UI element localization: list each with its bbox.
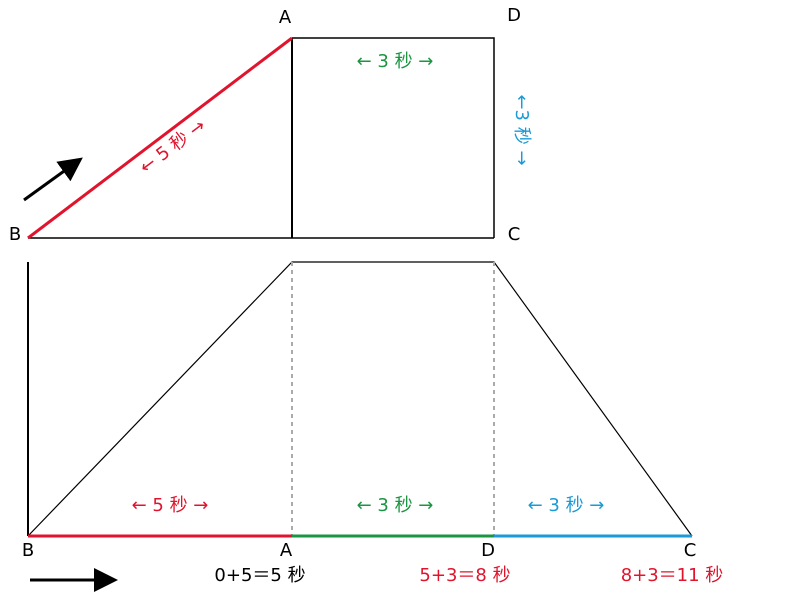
vertex-label: D <box>507 5 521 26</box>
vertex-label: C <box>508 224 521 245</box>
vertex-label: B <box>22 540 34 561</box>
segment-label: ← 3 秒 → <box>357 51 434 72</box>
rect-edge <box>292 37 495 238</box>
time-label: 8+3＝11 秒 <box>621 565 724 586</box>
time-label: 5+3＝8 秒 <box>419 565 510 586</box>
vertex-label: B <box>9 224 21 245</box>
top-figure: A D B C ← 5 秒 → ← 3 秒 → ←3 秒 → <box>9 5 532 245</box>
segment-label: ← 3 秒 → <box>528 495 605 516</box>
vertex-label: C <box>684 540 697 561</box>
vertex-label: D <box>481 540 495 561</box>
bottom-figure: B A D C ← 5 秒 → ← 3 秒 → ← 3 秒 → 0+5＝5 秒 … <box>22 261 724 592</box>
vertex-label: A <box>279 7 292 28</box>
trapezoid <box>27 261 693 537</box>
segment-label: ←3 秒 → <box>511 94 532 165</box>
direction-arrow <box>23 157 83 202</box>
time-label: 0+5＝5 秒 <box>214 565 305 586</box>
slope-line <box>27 36 293 240</box>
segment-label: ← 3 秒 → <box>357 495 434 516</box>
vertex-label: A <box>280 540 293 561</box>
segment-label: ← 5 秒 → <box>132 495 209 516</box>
